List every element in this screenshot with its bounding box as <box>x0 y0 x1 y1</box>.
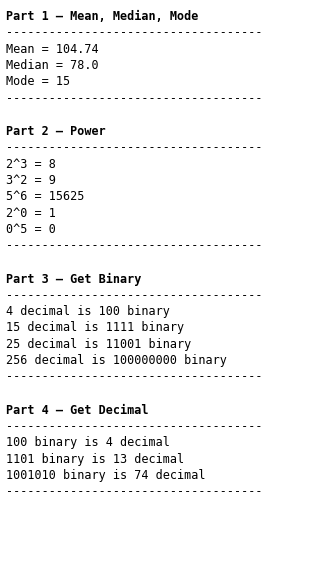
Text: Median = 78.0: Median = 78.0 <box>6 59 98 72</box>
Text: ------------------------------------: ------------------------------------ <box>6 91 262 105</box>
Text: 0^5 = 0: 0^5 = 0 <box>6 223 56 236</box>
Text: ------------------------------------: ------------------------------------ <box>6 27 262 40</box>
Text: Mode = 15: Mode = 15 <box>6 76 70 89</box>
Text: 5^6 = 15625: 5^6 = 15625 <box>6 190 84 203</box>
Text: 2^0 = 1: 2^0 = 1 <box>6 207 56 220</box>
Text: 100 binary is 4 decimal: 100 binary is 4 decimal <box>6 436 169 449</box>
Text: ------------------------------------: ------------------------------------ <box>6 141 262 154</box>
Text: 1001010 binary is 74 decimal: 1001010 binary is 74 decimal <box>6 469 205 482</box>
Text: ------------------------------------: ------------------------------------ <box>6 370 262 383</box>
Text: 1101 binary is 13 decimal: 1101 binary is 13 decimal <box>6 453 184 466</box>
Text: 3^2 = 9: 3^2 = 9 <box>6 174 56 187</box>
Text: 25 decimal is 11001 binary: 25 decimal is 11001 binary <box>6 338 191 350</box>
Text: Part 2 – Power: Part 2 – Power <box>6 125 105 138</box>
Text: 4 decimal is 100 binary: 4 decimal is 100 binary <box>6 305 169 318</box>
Text: ------------------------------------: ------------------------------------ <box>6 485 262 498</box>
Text: ------------------------------------: ------------------------------------ <box>6 420 262 433</box>
Text: ------------------------------------: ------------------------------------ <box>6 289 262 302</box>
Text: 2^3 = 8: 2^3 = 8 <box>6 158 56 170</box>
Text: Mean = 104.74: Mean = 104.74 <box>6 43 98 56</box>
Text: 256 decimal is 100000000 binary: 256 decimal is 100000000 binary <box>6 354 227 367</box>
Text: Part 1 – Mean, Median, Mode: Part 1 – Mean, Median, Mode <box>6 10 198 23</box>
Text: ------------------------------------: ------------------------------------ <box>6 239 262 252</box>
Text: 15 decimal is 1111 binary: 15 decimal is 1111 binary <box>6 321 184 335</box>
Text: Part 3 – Get Binary: Part 3 – Get Binary <box>6 273 141 286</box>
Text: Part 4 – Get Decimal: Part 4 – Get Decimal <box>6 404 148 417</box>
